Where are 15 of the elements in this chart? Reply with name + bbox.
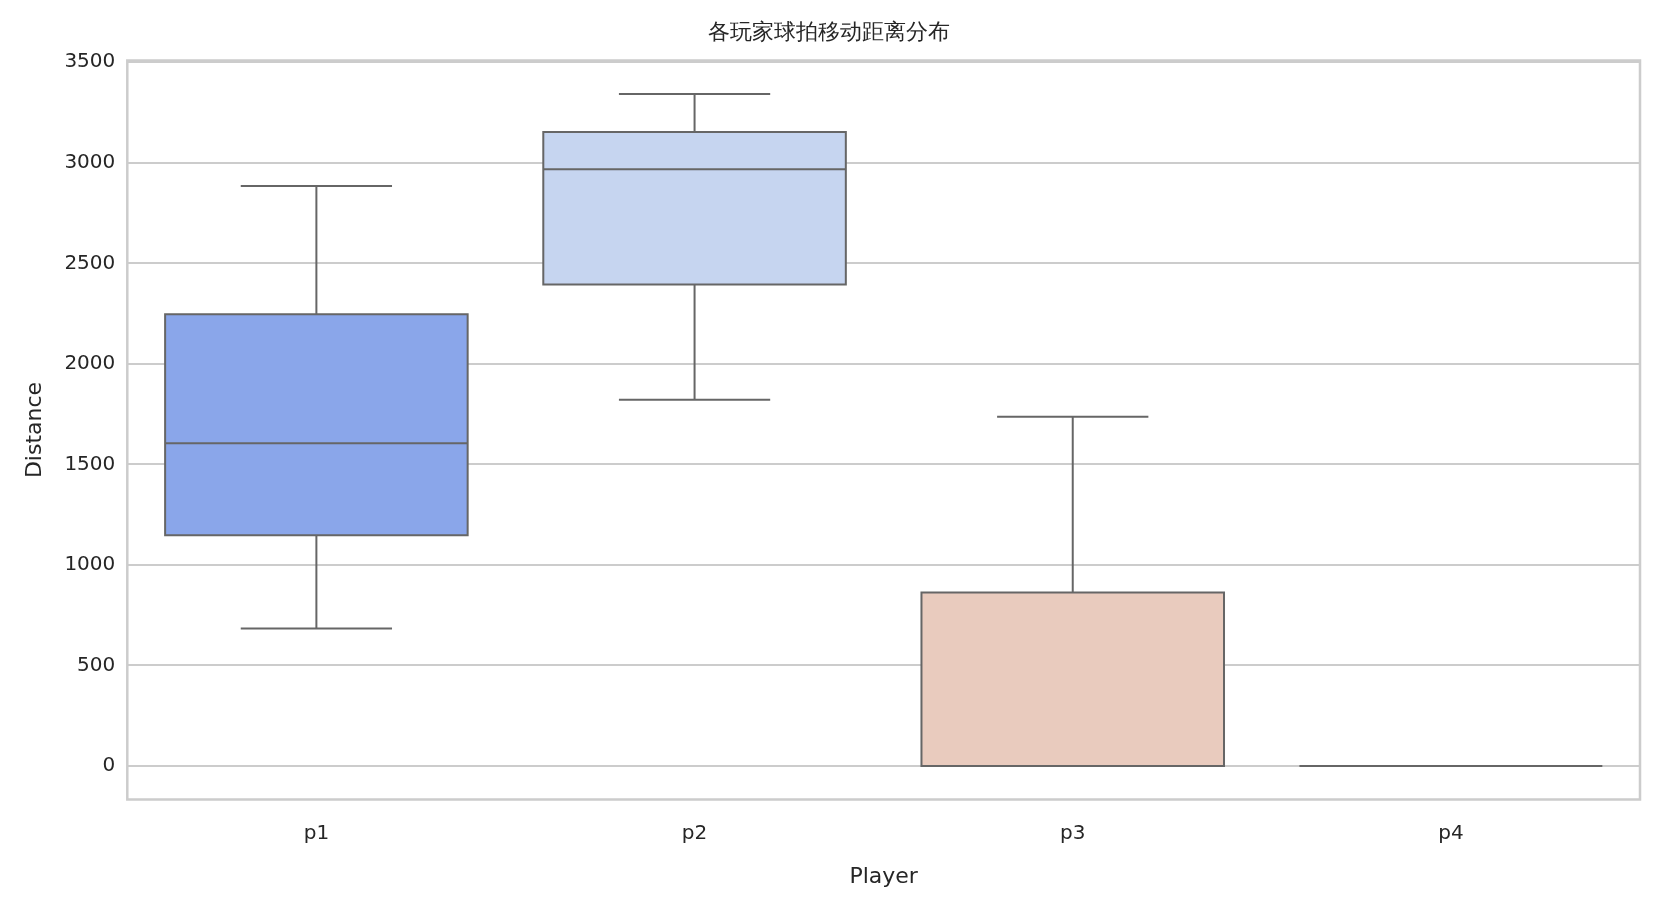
y-tick-label: 3000: [64, 148, 116, 173]
y-tick-label: 3500: [64, 48, 116, 73]
y-tick-label: 500: [77, 651, 116, 676]
y-tick-label: 2500: [64, 249, 116, 274]
x-tick-label: p3: [1060, 819, 1086, 844]
x-tick-label: p1: [303, 819, 330, 844]
chart-title: 各玩家球拍移动距离分布: [708, 18, 950, 44]
x-tick-label: p4: [1438, 819, 1464, 844]
y-tick-label: 1500: [64, 450, 116, 475]
x-tick-label: p2: [681, 819, 708, 844]
y-tick-label: 1000: [64, 551, 116, 576]
y-tick-label: 0: [102, 752, 116, 777]
x-axis-title: Player: [849, 862, 919, 888]
y-tick-label: 2000: [64, 350, 116, 375]
y-axis-title: Distance: [20, 381, 46, 479]
